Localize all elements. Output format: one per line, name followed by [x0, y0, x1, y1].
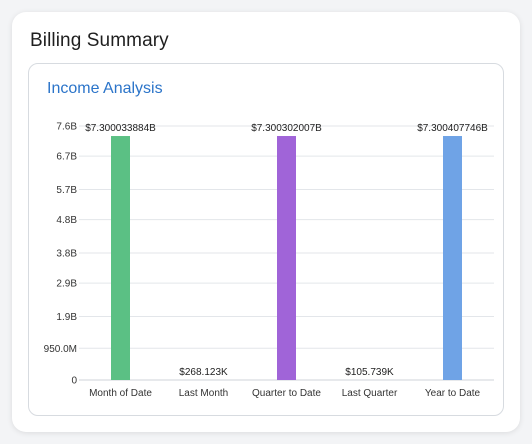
y-tick-label: 5.7B [56, 185, 77, 196]
data-label: $105.739K [345, 367, 394, 378]
data-label: $7.300407746B [417, 123, 488, 134]
data-label: $7.300033884B [85, 123, 156, 134]
bar[interactable] [443, 136, 462, 380]
x-tick-label: Last Quarter [342, 388, 398, 399]
y-tick-label: 0 [71, 376, 77, 387]
y-tick-label: 3.8B [56, 249, 77, 260]
bar[interactable] [111, 136, 130, 380]
y-tick-label: 7.6B [56, 122, 77, 133]
y-tick-label: 950.0M [44, 344, 77, 355]
x-tick-label: Month of Date [89, 388, 152, 399]
x-tick-label: Year to Date [425, 388, 481, 399]
chart-title: Income Analysis [47, 80, 163, 97]
bar[interactable] [277, 136, 296, 380]
y-tick-label: 6.7B [56, 152, 77, 163]
billing-summary-card: Billing Summary Income Analysis 0 950.0M 1… [12, 12, 520, 432]
y-tick-label: 4.8B [56, 215, 77, 226]
income-analysis-panel: Income Analysis 0 950.0M 1.9B 2.9B 3.8B 4.8B 5… [28, 63, 504, 416]
x-tick-label: Last Month [179, 388, 228, 399]
card-title: Billing Summary [30, 30, 169, 51]
y-tick-label: 1.9B [56, 312, 77, 323]
y-tick-label: 2.9B [56, 279, 77, 290]
data-label: $7.300302007B [251, 123, 322, 134]
x-tick-label: Quarter to Date [252, 388, 321, 399]
income-bar-chart: 0 950.0M 1.9B 2.9B 3.8B 4.8B 5.7B 6.7B 7.6B $7.30… [44, 122, 494, 399]
data-label: $268.123K [179, 367, 228, 378]
